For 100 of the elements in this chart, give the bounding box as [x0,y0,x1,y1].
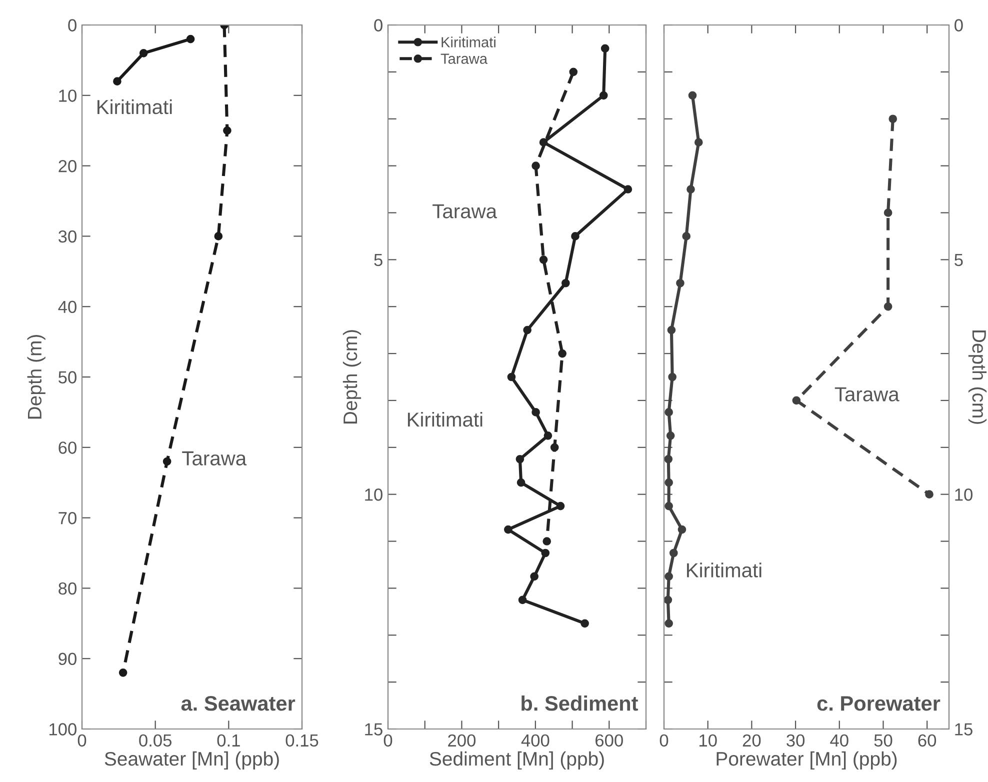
point [624,185,632,194]
y-tick-label: 100 [50,723,76,736]
point [694,138,703,146]
y-tick-label: 20 [58,160,76,172]
x-tick-label: 0 [660,734,668,747]
point [518,596,527,604]
point [516,454,524,464]
point [682,232,691,240]
y-axis-title: Depth (m) [27,334,46,419]
annotation: c. Porewater [817,696,940,711]
point [571,232,580,240]
x-tick-label: 30 [786,734,805,747]
point [118,668,128,677]
point [539,138,548,146]
x-tick-label: 20 [742,734,761,747]
y-tick-label: 5 [954,254,963,266]
x-tick-label: 0.15 [286,734,318,747]
x-tick-label: 10 [700,734,717,747]
y-tick-label: 30 [58,230,76,243]
point [792,396,801,405]
point [888,114,898,124]
point [664,454,673,464]
point [504,525,512,534]
legend-label: Tarawa [440,54,488,64]
x-axis-title: Sediment [Mn] (ppb) [430,751,604,770]
y-tick-label: 60 [58,442,76,454]
point [530,572,538,581]
point [516,478,526,487]
point [686,185,695,194]
x-tick-label: 60 [918,734,936,747]
point [580,619,589,628]
point [507,372,516,382]
annotation: Tarawa [834,387,900,402]
point [561,278,570,288]
x-axis-title: Porewater [Mn] (ppb) [716,751,897,770]
point [113,77,122,86]
point [544,432,552,440]
point [669,548,678,558]
x-tick-label: 600 [596,734,623,747]
y-tick-label: 0 [954,19,963,32]
y-tick-label: 15 [365,723,382,736]
x-tick-label: 200 [448,734,476,747]
y-tick-label: 70 [58,512,76,524]
point [884,208,892,217]
point [664,619,673,628]
y-tick-label: 10 [365,488,382,501]
point [550,443,559,452]
y-tick-label: 50 [58,371,76,384]
annotation: Tarawa [432,204,498,218]
point [556,502,565,510]
point [664,596,672,604]
y-tick-label: 0 [68,19,76,32]
y-axis-title: Depth (cm) [968,330,987,424]
point [664,502,673,510]
point [139,48,148,58]
y-tick-label: 10 [59,90,76,102]
point [539,256,548,264]
x-axis-title: Seawater [Mn] (ppb) [104,751,279,770]
point [569,68,578,76]
point [523,326,532,334]
point [186,34,195,44]
point [532,408,540,416]
point [668,372,676,382]
point [688,91,697,100]
point [162,457,172,466]
point [884,302,892,311]
x-tick-label: 40 [830,734,848,747]
y-tick-label: 10 [955,488,972,501]
y-axis-title: Depth (cm) [342,330,362,424]
point [664,478,673,487]
x-tick-label: 0.05 [139,734,172,747]
point [558,349,566,358]
annotation: Kiritimati [408,412,482,427]
x-tick-label: 0.1 [217,734,240,747]
y-tick-label: 40 [58,300,76,314]
point [599,91,608,100]
point [678,525,686,534]
point [676,278,684,288]
y-tick-label: 0 [374,19,382,32]
point [664,408,673,416]
legend-label: Kiritimati [442,36,496,48]
y-tick-label: 80 [58,582,76,595]
point [541,548,550,558]
annotation: b. Sediment [522,696,638,711]
point [664,572,673,581]
y-tick-label: 90 [58,652,76,666]
annotation: Kiritimati [687,562,762,578]
point [667,326,676,334]
x-tick-label: 0 [78,734,86,747]
point [542,537,552,546]
y-tick-label: 15 [955,723,972,736]
point [600,44,610,53]
point [214,232,223,240]
x-tick-label: 0 [384,734,392,747]
x-tick-label: 50 [874,734,892,747]
point [925,490,934,498]
annotation: a. Seawater [181,696,296,711]
point [532,162,540,170]
y-tick-label: 5 [374,254,382,266]
annotation: Kiritimati [98,99,172,114]
